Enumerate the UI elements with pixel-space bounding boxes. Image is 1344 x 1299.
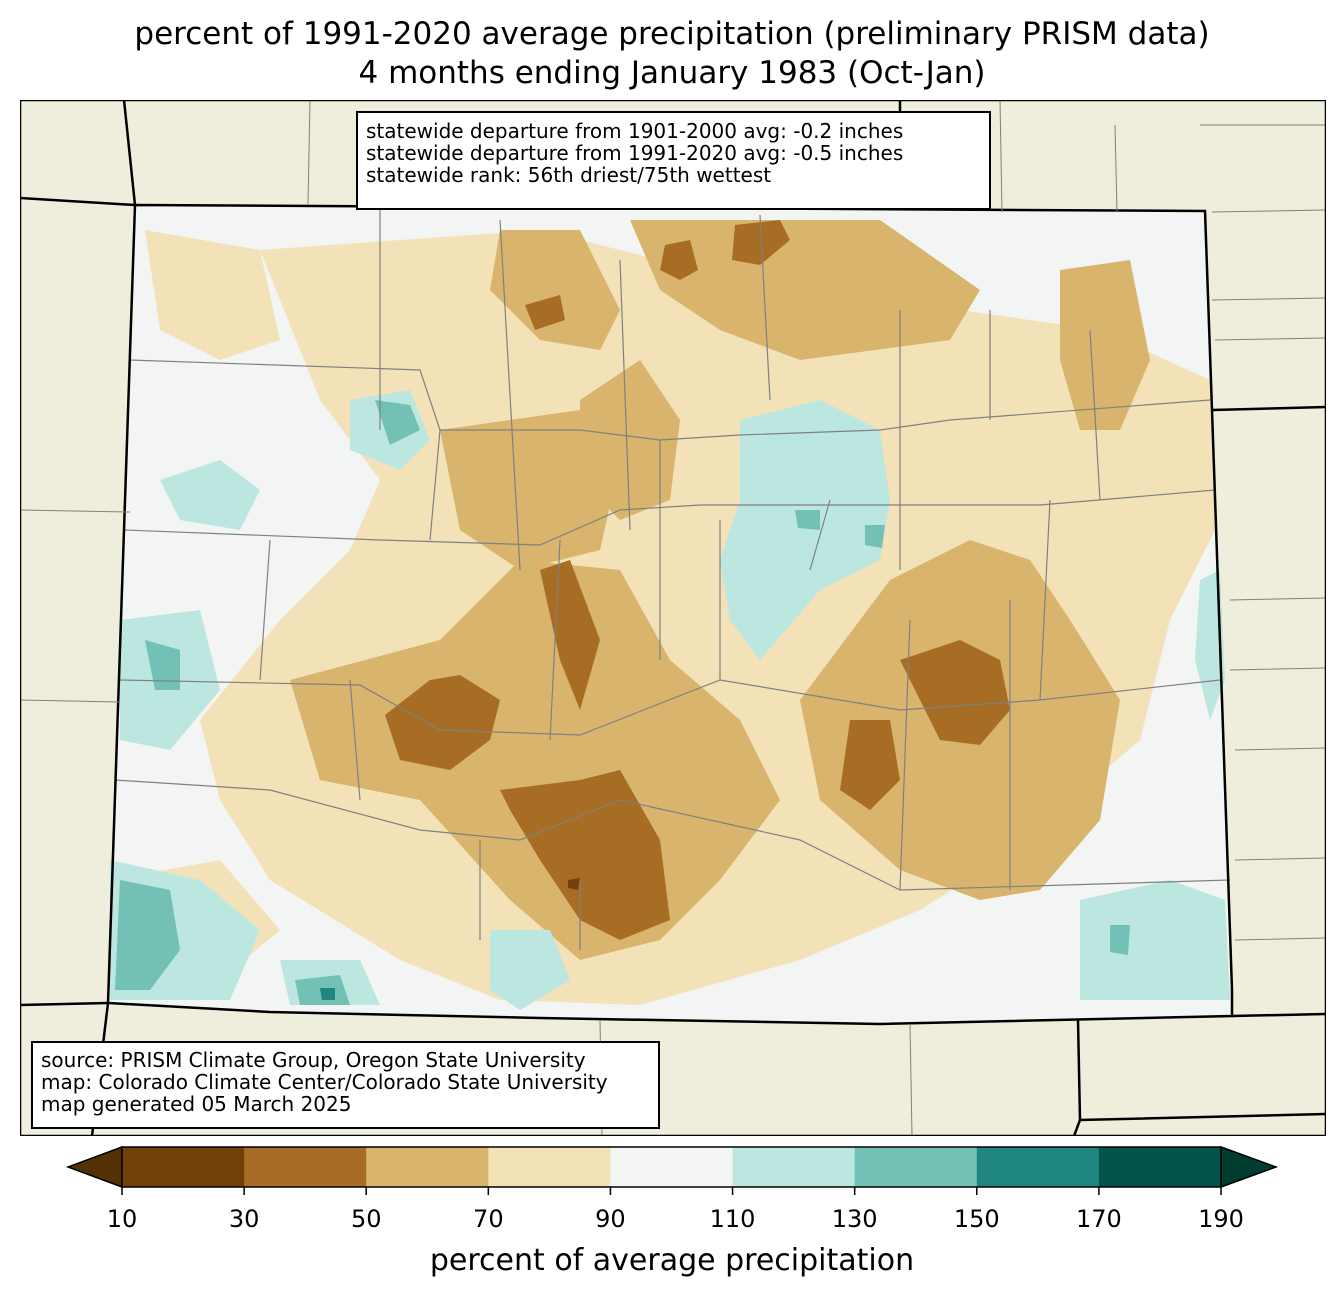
county-borders	[114, 210, 1231, 950]
colorbar-cell-90-110	[610, 1147, 734, 1187]
colorbar-over-arrow	[1220, 1145, 1279, 1189]
colorbar-label: percent of average precipitation	[429, 1243, 915, 1278]
stats-line-2: statewide departure from 1991-2020 avg: …	[366, 141, 904, 165]
colorbar-tick-label: 170	[1075, 1205, 1122, 1233]
statewide-stats-box: statewide departure from 1901-2000 avg: …	[356, 111, 991, 210]
colorbar-cell-30-50	[244, 1147, 367, 1187]
colorbar-cell-70-90	[488, 1147, 611, 1187]
source-line-1: source: PRISM Climate Group, Oregon Stat…	[41, 1048, 586, 1072]
colorbar-under-arrow	[65, 1145, 123, 1189]
map-title-line-1: percent of 1991-2020 average precipitati…	[134, 16, 1210, 52]
source-line-2: map: Colorado Climate Center/Colorado St…	[41, 1070, 608, 1094]
stats-line-3: statewide rank: 56th driest/75th wettest	[366, 163, 772, 187]
colorbar-frame	[121, 1146, 1222, 1188]
source-box: source: PRISM Climate Group, Oregon Stat…	[31, 1041, 660, 1129]
colorbar-cell-170-190	[1098, 1147, 1222, 1187]
colorbar-tick-label: 70	[473, 1205, 504, 1233]
colorbar-tick-label: 10	[106, 1205, 138, 1233]
colorbar-tick-label: 90	[595, 1205, 626, 1233]
state-borders	[20, 100, 1326, 1136]
colorbar-cell-110-130	[732, 1147, 856, 1187]
colorbar-tick-label: 190	[1198, 1205, 1244, 1233]
colorbar-cell-150-170	[976, 1147, 1100, 1187]
colorbar-tick-label: 50	[350, 1205, 382, 1233]
colorbar-cell-10-30	[122, 1147, 245, 1187]
colorbar-tick-label: 130	[831, 1205, 878, 1233]
source-line-3: map generated 05 March 2025	[41, 1092, 352, 1116]
colorbar-tick-label: 30	[228, 1205, 260, 1233]
precipitation-map	[20, 100, 1326, 1136]
colorbar-tick-label: 110	[709, 1205, 756, 1233]
colorbar-tick-label: 150	[953, 1205, 1000, 1233]
map-title-line-2: 4 months ending January 1983 (Oct-Jan)	[358, 55, 986, 91]
colorbar-cell-130-150	[854, 1147, 978, 1187]
stats-line-1: statewide departure from 1901-2000 avg: …	[366, 119, 904, 143]
colorbar	[65, 1145, 1279, 1195]
colorbar-cell-50-70	[366, 1147, 489, 1187]
